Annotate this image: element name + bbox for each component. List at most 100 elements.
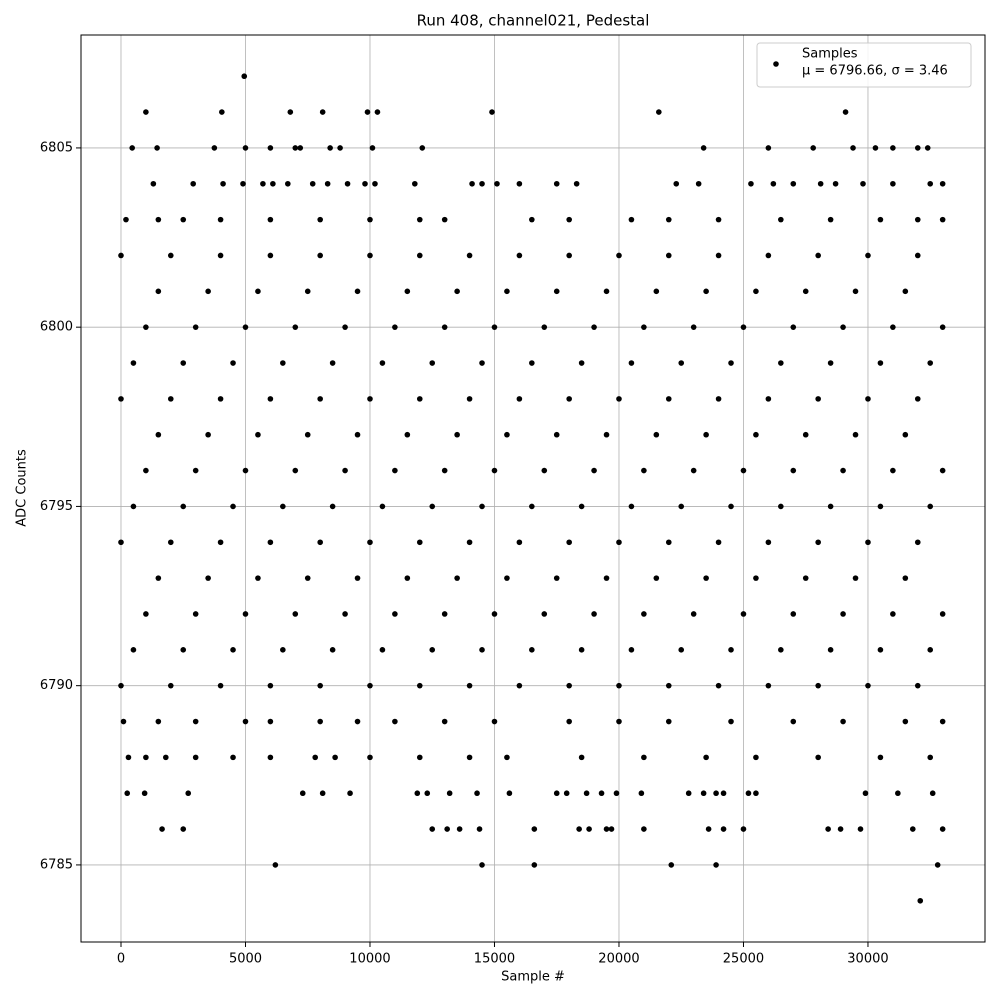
point — [491, 324, 498, 330]
point — [429, 360, 436, 366]
point — [280, 647, 286, 653]
point — [217, 216, 224, 223]
point — [641, 324, 647, 330]
point — [917, 897, 924, 904]
point — [404, 288, 411, 295]
point — [715, 252, 722, 259]
point — [939, 180, 946, 187]
point — [815, 754, 821, 761]
point — [877, 216, 884, 223]
point — [668, 862, 675, 868]
point — [529, 647, 535, 653]
point — [720, 826, 727, 832]
point — [342, 611, 348, 617]
point — [566, 396, 572, 402]
point — [765, 682, 772, 689]
point — [790, 324, 797, 330]
point — [454, 288, 460, 295]
point — [474, 790, 480, 797]
point — [185, 790, 192, 797]
point — [778, 360, 784, 366]
point — [130, 360, 137, 366]
x-tick-label: 10000 — [349, 952, 390, 967]
point — [840, 324, 846, 330]
point — [616, 718, 622, 725]
point — [541, 611, 548, 617]
point — [531, 826, 538, 832]
point — [267, 754, 274, 761]
point — [578, 647, 585, 653]
point — [255, 288, 261, 295]
point — [665, 718, 672, 725]
point — [424, 790, 431, 797]
point — [180, 647, 187, 653]
point — [877, 754, 884, 761]
point — [230, 754, 236, 761]
point — [118, 682, 124, 689]
point — [713, 790, 719, 797]
point — [267, 145, 274, 151]
point — [292, 611, 299, 617]
point — [219, 109, 225, 115]
point — [852, 288, 859, 295]
point — [504, 754, 510, 761]
point — [778, 647, 784, 653]
point — [369, 145, 376, 151]
point — [476, 826, 483, 832]
point — [167, 682, 174, 689]
point — [924, 145, 931, 151]
point — [220, 180, 226, 187]
point — [578, 754, 585, 761]
point — [354, 718, 361, 725]
point — [628, 216, 635, 223]
point — [240, 180, 246, 187]
point — [939, 611, 946, 617]
point — [603, 826, 610, 832]
x-tick-label: 30000 — [847, 952, 888, 967]
point — [272, 862, 279, 868]
point — [927, 754, 934, 761]
point — [217, 252, 224, 259]
point — [267, 252, 274, 259]
point — [815, 539, 821, 546]
point — [566, 216, 572, 223]
point — [190, 180, 196, 187]
x-axis-label: Sample # — [501, 970, 565, 985]
point — [529, 216, 535, 223]
point — [914, 396, 921, 402]
point — [842, 109, 849, 115]
point — [342, 467, 348, 474]
point — [827, 503, 834, 510]
point — [815, 682, 821, 689]
point — [877, 360, 884, 366]
point — [143, 324, 149, 330]
plot-frame — [80, 34, 986, 943]
point — [304, 288, 311, 295]
point — [578, 360, 585, 366]
point — [143, 109, 149, 115]
point — [653, 288, 660, 295]
point — [454, 575, 460, 581]
point — [180, 503, 187, 510]
point — [516, 180, 523, 187]
point — [553, 180, 560, 187]
point — [317, 252, 323, 259]
point — [740, 467, 747, 474]
point — [479, 360, 485, 366]
point — [927, 503, 934, 510]
point — [241, 73, 248, 80]
point — [141, 790, 148, 797]
point — [205, 288, 211, 295]
point — [317, 539, 323, 546]
point — [616, 252, 622, 259]
point — [852, 431, 859, 438]
point — [155, 718, 162, 725]
point — [860, 180, 866, 187]
point — [576, 826, 582, 832]
point — [429, 503, 436, 510]
point — [267, 539, 274, 546]
point — [586, 826, 592, 832]
point — [641, 826, 647, 832]
point — [566, 682, 572, 689]
point — [929, 790, 936, 797]
